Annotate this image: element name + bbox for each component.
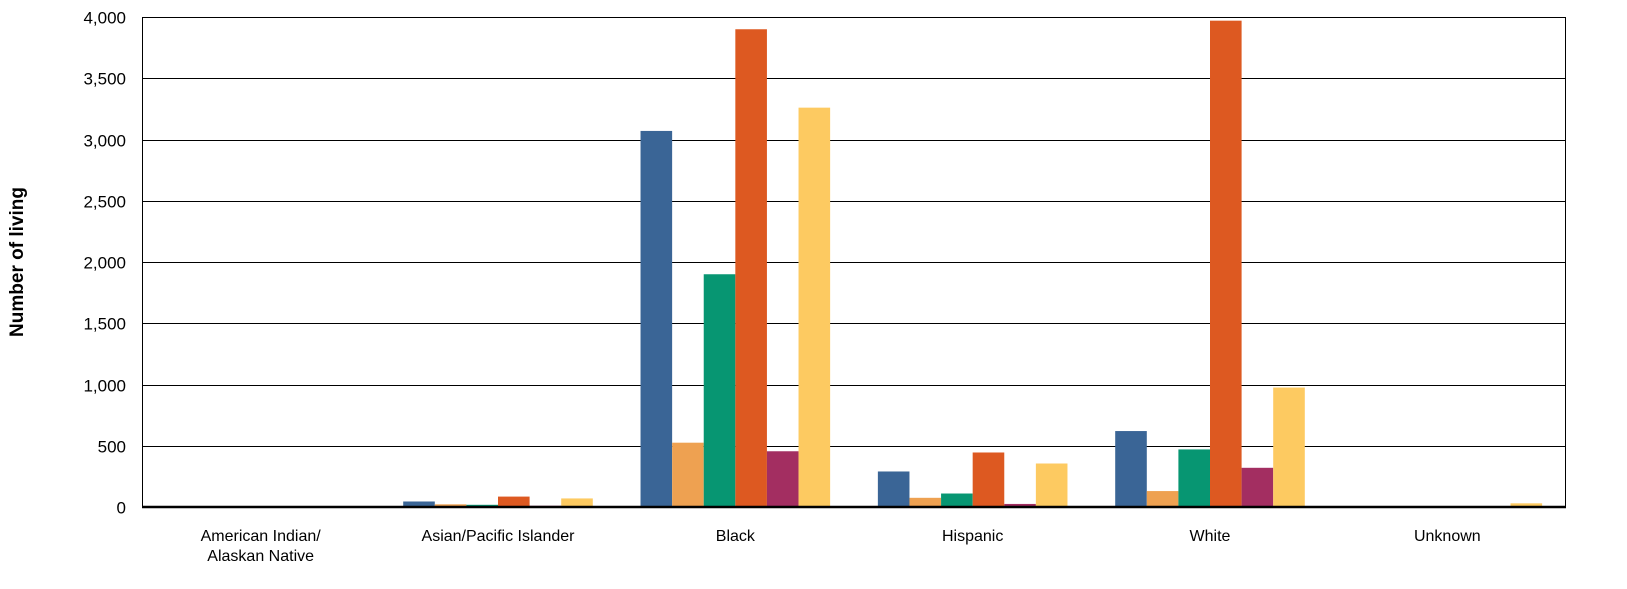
y-tick-label: 1,000 xyxy=(83,377,126,396)
bars xyxy=(165,20,1543,508)
x-category-label: White xyxy=(1190,528,1231,545)
x-category-label: Hispanic xyxy=(942,528,1003,545)
bar xyxy=(941,493,973,507)
bar xyxy=(703,274,736,507)
bar xyxy=(909,497,942,507)
x-category-label-line: Alaskan Native xyxy=(207,548,314,565)
bar xyxy=(1115,431,1147,507)
x-category-label: Black xyxy=(716,528,756,545)
x-category-label-line: White xyxy=(1190,528,1231,545)
bar xyxy=(434,504,467,507)
y-axis-title: Number of living xyxy=(7,187,28,337)
x-category-label-line: American Indian/ xyxy=(201,528,322,545)
bar xyxy=(972,452,1005,507)
bar xyxy=(1210,20,1242,507)
bar xyxy=(1241,467,1274,507)
bar xyxy=(798,107,831,508)
y-tick-label: 2,000 xyxy=(83,254,126,273)
bar xyxy=(1510,503,1543,507)
bar xyxy=(403,501,435,507)
x-category-label-line: Black xyxy=(716,528,756,545)
bar xyxy=(672,442,704,507)
bar xyxy=(498,496,530,507)
bar xyxy=(1035,463,1068,507)
y-tick-label: 3,500 xyxy=(83,70,126,89)
bar xyxy=(640,130,673,507)
bar xyxy=(1178,449,1210,507)
y-tick-label: 3,000 xyxy=(83,132,126,151)
bar xyxy=(766,451,799,507)
bar xyxy=(735,29,767,507)
x-category-label: Asian/Pacific Islander xyxy=(422,528,576,545)
y-tick-label: 4,000 xyxy=(83,9,126,28)
axes xyxy=(142,17,1566,509)
x-category-label-line: Unknown xyxy=(1414,528,1481,545)
x-category-label-line: Hispanic xyxy=(942,528,1003,545)
bar xyxy=(1004,503,1036,507)
bar xyxy=(561,498,593,507)
x-category-label: American Indian/Alaskan Native xyxy=(201,528,322,565)
y-tick-label: 1,500 xyxy=(83,315,126,334)
labels: 0 500 1,000 1,500 2,000 2,500 3,000 3,500 4,000 A… xyxy=(7,9,1481,566)
x-category-label-line: Asian/Pacific Islander xyxy=(422,528,576,545)
y-tick-label: 500 xyxy=(98,438,126,457)
bar xyxy=(877,471,910,507)
bar xyxy=(1273,387,1305,507)
y-tick-label: 2,500 xyxy=(83,193,126,212)
bar xyxy=(1146,491,1179,507)
gridlines xyxy=(142,17,1566,508)
x-category-label: Unknown xyxy=(1414,528,1481,545)
y-tick-label: 0 xyxy=(117,499,126,518)
